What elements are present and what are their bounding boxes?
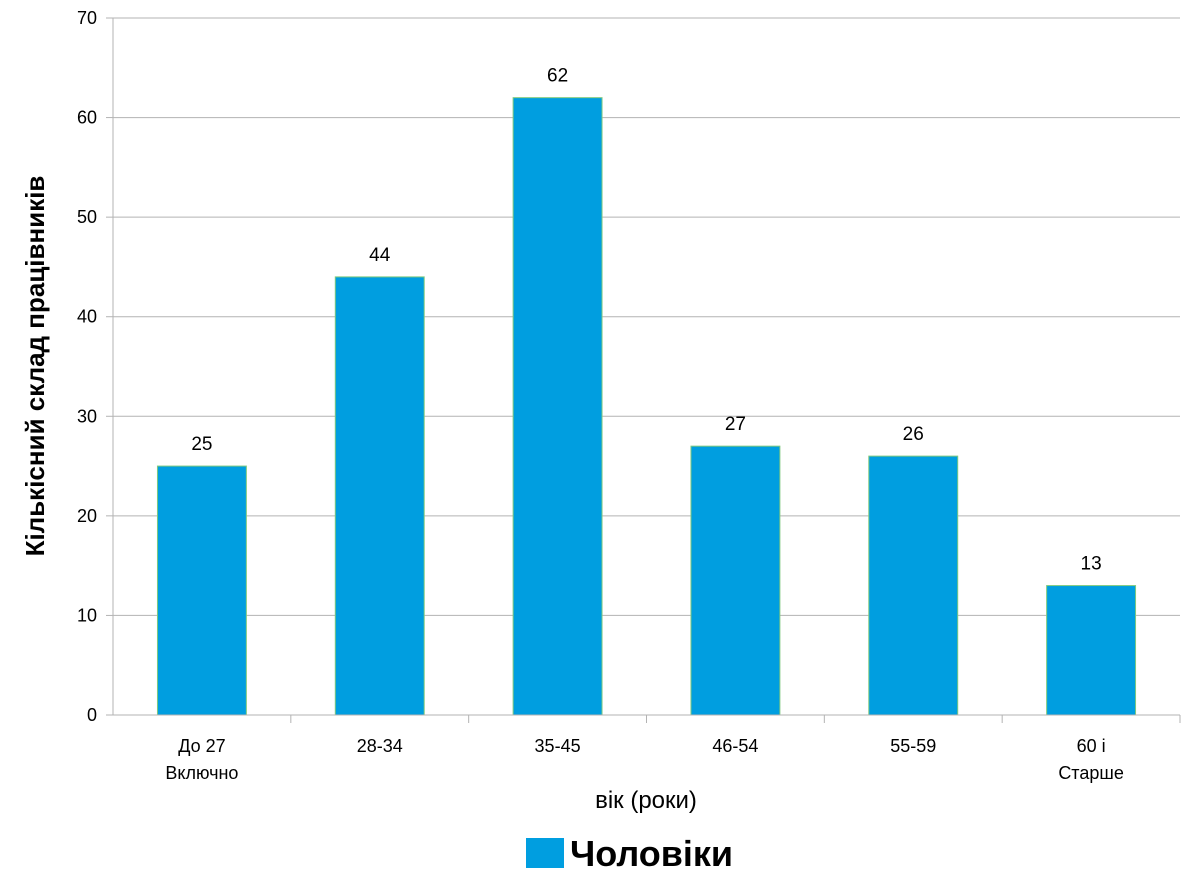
data-label: 13 xyxy=(1081,554,1102,575)
y-tick-label: 40 xyxy=(77,307,97,327)
data-label: 25 xyxy=(191,434,212,455)
y-tick-label: 20 xyxy=(77,506,97,526)
x-tick-label: 60 і xyxy=(1077,736,1106,756)
data-label: 27 xyxy=(725,414,746,435)
data-label: 26 xyxy=(903,424,924,445)
data-label: 62 xyxy=(547,66,568,87)
x-tick-label: 46-54 xyxy=(712,736,758,756)
bar xyxy=(1046,585,1137,716)
bars xyxy=(156,97,1137,716)
y-tick-label: 10 xyxy=(77,605,97,625)
grid-lines xyxy=(113,17,1180,616)
y-tick-label: 50 xyxy=(77,207,97,227)
bar xyxy=(512,97,603,716)
x-tick-label: До 27 xyxy=(178,736,225,756)
x-tick-label: 28-34 xyxy=(357,736,403,756)
data-label: 44 xyxy=(369,245,391,266)
bar xyxy=(868,455,959,716)
y-axis-title: Кількісний склад працівників xyxy=(20,176,50,557)
x-tick-label: 55-59 xyxy=(890,736,936,756)
legend-swatch xyxy=(526,838,564,868)
bar xyxy=(690,445,781,716)
x-axis-ticks: До 27 Включно 28-34 35-45 46-54 55-59 60 і Стар… xyxy=(165,715,1124,783)
y-axis-ticks: 0 10 20 30 40 50 60 70 xyxy=(77,8,113,725)
bar xyxy=(156,465,247,716)
axes xyxy=(112,18,1181,723)
x-tick-label: Включно xyxy=(165,763,238,783)
x-axis-title: вік (роки) xyxy=(595,787,697,814)
x-tick-label: Старше xyxy=(1058,763,1124,783)
x-tick-label: 35-45 xyxy=(535,736,581,756)
legend-label: Чоловіки xyxy=(570,833,733,870)
y-tick-label: 30 xyxy=(77,406,97,426)
y-tick-label: 60 xyxy=(77,108,97,128)
bar xyxy=(334,276,425,716)
y-tick-label: 70 xyxy=(77,8,97,28)
legend: Чоловіки xyxy=(526,833,733,870)
data-labels: 25 44 62 27 26 13 xyxy=(191,66,1101,575)
y-tick-label: 0 xyxy=(87,705,97,725)
